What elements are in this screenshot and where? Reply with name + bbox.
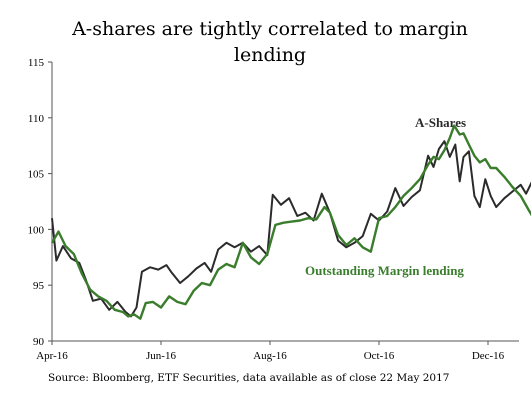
y-tick-label: 110 xyxy=(28,113,45,125)
series-label-a-shares: A-Shares xyxy=(415,115,466,130)
x-tick-label: Jun-16 xyxy=(146,350,176,362)
x-tick-label: Oct-16 xyxy=(364,350,395,362)
y-tick-label: 115 xyxy=(28,57,45,69)
annotations: A-Shares Outstanding Margin lending xyxy=(305,115,466,278)
source-note: Source: Bloomberg, ETF Securities, data … xyxy=(48,372,450,384)
y-tick-label: 90 xyxy=(33,336,45,348)
chart-title: A-shares are tightly correlated to margi… xyxy=(72,18,468,66)
series-line-a-shares xyxy=(51,140,531,318)
axes: 90 95 100 105 110 115 Apr-16 Jun-16 Aug-16 Oct-16… xyxy=(28,57,519,362)
x-tick-label: Dec-16 xyxy=(472,350,505,362)
series-label-margin-lending: Outstanding Margin lending xyxy=(305,263,464,278)
series-line-margin-lending xyxy=(50,124,531,320)
x-tick-label: Apr-16 xyxy=(36,350,68,362)
y-tick-label: 100 xyxy=(28,224,45,236)
y-tick-label: 95 xyxy=(33,280,45,292)
x-tick-label: Aug-16 xyxy=(253,350,287,362)
y-tick-label: 105 xyxy=(28,169,45,181)
series-layer xyxy=(50,124,531,320)
